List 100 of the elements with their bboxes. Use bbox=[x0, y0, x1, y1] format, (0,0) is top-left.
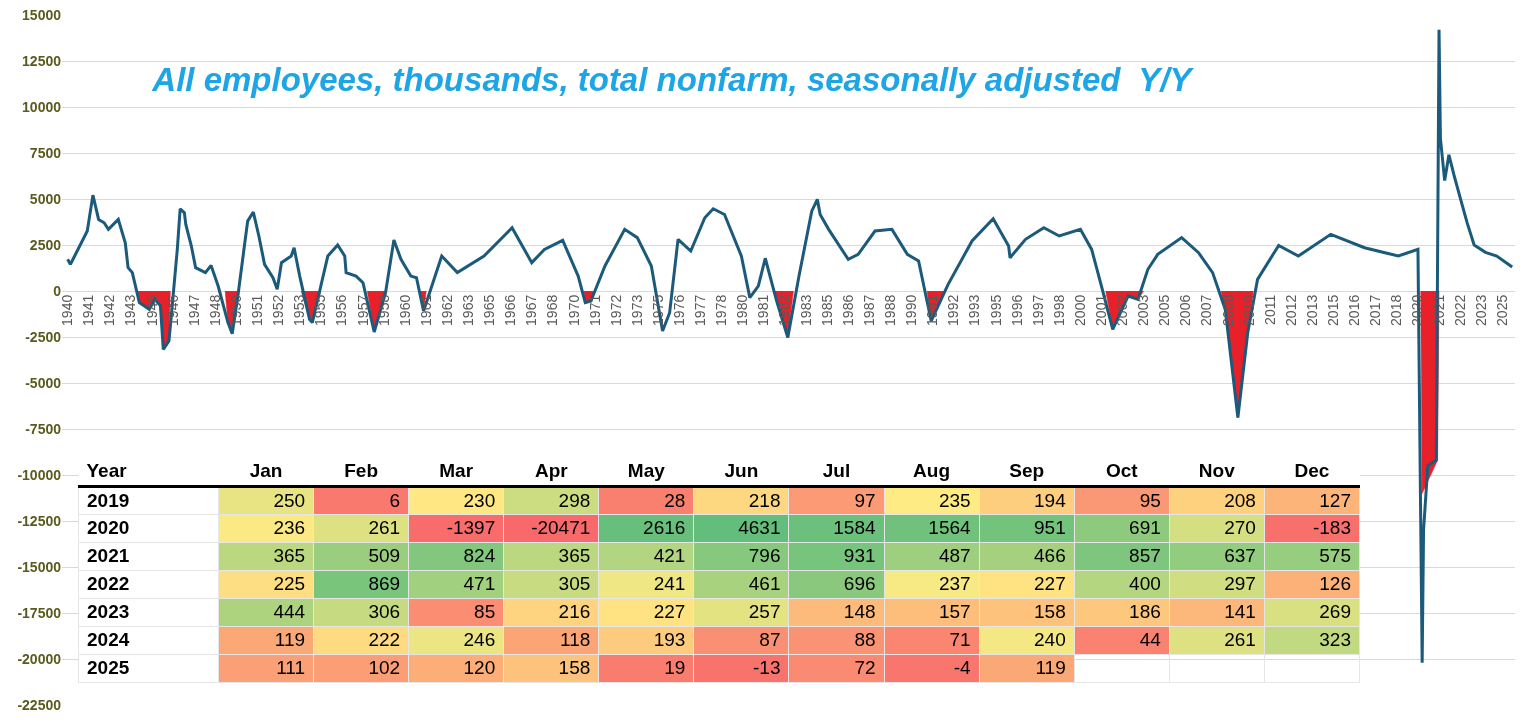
data-label: 575 bbox=[1264, 542, 1360, 570]
data-label: 471 bbox=[408, 570, 504, 598]
data-label: 208 bbox=[1169, 486, 1265, 514]
data-label: 236 bbox=[218, 514, 314, 542]
data-label: 257 bbox=[693, 598, 789, 626]
data-label: 111 bbox=[218, 654, 314, 682]
x-tick-label: 1947 bbox=[185, 294, 202, 326]
x-tick-label: 1988 bbox=[882, 294, 899, 326]
data-label: 44 bbox=[1074, 626, 1170, 654]
data-label: 250 bbox=[218, 486, 314, 514]
data-label: 6 bbox=[313, 486, 409, 514]
x-tick-label: 1980 bbox=[734, 294, 751, 326]
data-label: 796 bbox=[693, 542, 789, 570]
data-label: 227 bbox=[598, 598, 694, 626]
x-tick-label: 2020 bbox=[1409, 294, 1426, 326]
x-tick-label: 1960 bbox=[396, 294, 413, 326]
x-tick-label: 1953 bbox=[291, 294, 308, 326]
x-tick-label: 1971 bbox=[586, 294, 603, 326]
x-tick-label: 1951 bbox=[249, 294, 266, 326]
data-label: 225 bbox=[218, 570, 314, 598]
x-tick-label: Sep bbox=[979, 458, 1075, 486]
x-tick-label: 2016 bbox=[1346, 294, 1363, 326]
data-label: -13 bbox=[693, 654, 789, 682]
data-label: 119 bbox=[979, 654, 1075, 682]
x-tick-label: 1997 bbox=[1029, 294, 1046, 326]
x-tick-label: 1973 bbox=[628, 294, 645, 326]
y-tick-label: -2500 bbox=[25, 328, 62, 345]
x-tick-label: 1963 bbox=[460, 294, 477, 326]
x-tick-label: 1941 bbox=[80, 294, 97, 326]
x-tick-label: 1965 bbox=[481, 294, 498, 326]
x-tick-label: 2005 bbox=[1156, 294, 1173, 326]
x-tick-label: 1992 bbox=[945, 294, 962, 326]
x-tick-label: 2010 bbox=[1240, 294, 1257, 326]
x-tick-label: May bbox=[598, 458, 694, 486]
y-tick-label: -20000 bbox=[17, 650, 62, 667]
data-label: 19 bbox=[598, 654, 694, 682]
data-label: 261 bbox=[313, 514, 409, 542]
y-tick-label: 7500 bbox=[29, 144, 62, 161]
data-label: 102 bbox=[313, 654, 409, 682]
data-label: 637 bbox=[1169, 542, 1265, 570]
x-tick-label: 1961 bbox=[417, 294, 434, 326]
x-tick-label: 1985 bbox=[818, 294, 835, 326]
x-tick-label: 2021 bbox=[1430, 294, 1447, 326]
data-label: 95 bbox=[1074, 486, 1170, 514]
y-tick-label: 10000 bbox=[22, 98, 62, 115]
data-label: 487 bbox=[884, 542, 980, 570]
y-tick-label: 2500 bbox=[29, 236, 62, 253]
data-label: 218 bbox=[693, 486, 789, 514]
data-label: 193 bbox=[598, 626, 694, 654]
y-tick-label: 15000 bbox=[22, 6, 62, 23]
x-tick-label: 1943 bbox=[122, 294, 139, 326]
x-tick-label: Nov bbox=[1169, 458, 1265, 486]
x-tick-label: 1972 bbox=[607, 294, 624, 326]
data-label: 931 bbox=[788, 542, 885, 570]
x-tick-label: Jul bbox=[788, 458, 885, 486]
x-tick-label: 2023 bbox=[1472, 294, 1489, 326]
y-tick-label: -15000 bbox=[17, 558, 62, 575]
x-tick-label: 1975 bbox=[649, 294, 666, 326]
data-label: 118 bbox=[503, 626, 599, 654]
data-label: 951 bbox=[979, 514, 1075, 542]
y-tick-label: 2020 bbox=[78, 514, 219, 542]
x-tick-label: 1942 bbox=[101, 294, 118, 326]
data-label: 246 bbox=[408, 626, 504, 654]
y-tick-label: 0 bbox=[53, 282, 62, 299]
data-label: 227 bbox=[979, 570, 1075, 598]
y-tick-label: 5000 bbox=[29, 190, 62, 207]
y-tick-label: -17500 bbox=[17, 604, 62, 621]
x-tick-label: 1967 bbox=[523, 294, 540, 326]
data-label: 222 bbox=[313, 626, 409, 654]
x-tick-label: 2017 bbox=[1367, 294, 1384, 326]
x-tick-label: 2006 bbox=[1177, 294, 1194, 326]
x-tick-label: Jun bbox=[693, 458, 789, 486]
data-label: 241 bbox=[598, 570, 694, 598]
data-label: -183 bbox=[1264, 514, 1360, 542]
x-tick-label: 1987 bbox=[860, 294, 877, 326]
data-label: 85 bbox=[408, 598, 504, 626]
x-tick-label: 1952 bbox=[270, 294, 287, 326]
data-label: 148 bbox=[788, 598, 885, 626]
x-tick-label: 1962 bbox=[438, 294, 455, 326]
data-label: 2616 bbox=[598, 514, 694, 542]
x-tick-label: 1996 bbox=[1008, 294, 1025, 326]
x-tick-label: 1981 bbox=[755, 294, 772, 326]
data-label: 230 bbox=[408, 486, 504, 514]
x-tick-label: Jan bbox=[218, 458, 314, 486]
data-label: 87 bbox=[693, 626, 789, 654]
data-label: 127 bbox=[1264, 486, 1360, 514]
data-label: 869 bbox=[313, 570, 409, 598]
data-label: 696 bbox=[788, 570, 885, 598]
data-label: 194 bbox=[979, 486, 1075, 514]
x-tick-label: 1966 bbox=[502, 294, 519, 326]
x-tick-label: 1955 bbox=[312, 294, 329, 326]
y-axis-title: Year bbox=[78, 458, 219, 486]
y-tick-label: 12500 bbox=[22, 52, 62, 69]
x-tick-label: 1946 bbox=[164, 294, 181, 326]
x-tick-label: 1986 bbox=[839, 294, 856, 326]
data-label: 237 bbox=[884, 570, 980, 598]
data-label: 857 bbox=[1074, 542, 1170, 570]
x-tick-label: 2018 bbox=[1388, 294, 1405, 326]
data-label: -1397 bbox=[408, 514, 504, 542]
data-label: 119 bbox=[218, 626, 314, 654]
